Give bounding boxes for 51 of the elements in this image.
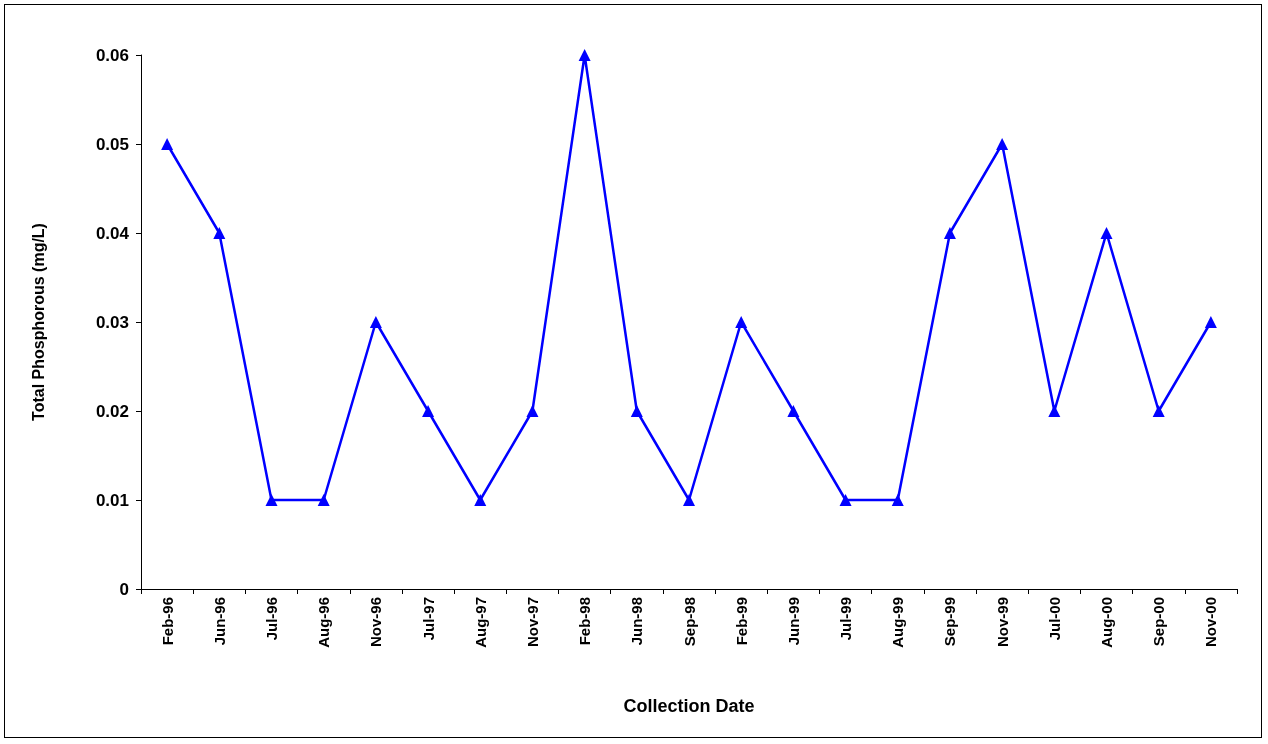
x-tick-label: Nov-97	[523, 597, 541, 648]
point	[891, 494, 904, 506]
point	[526, 405, 539, 417]
point	[1152, 405, 1165, 417]
point	[578, 49, 591, 61]
point	[943, 227, 956, 239]
point	[369, 316, 382, 328]
x-tick-label: Nov-99	[993, 597, 1011, 648]
point	[996, 138, 1009, 150]
x-tick-label: Sep-00	[1150, 597, 1168, 647]
y-tick-label: 0.04	[95, 223, 130, 243]
x-tick-label: Aug-00	[1098, 597, 1116, 648]
point	[683, 494, 695, 506]
x-tick-label: Aug-96	[315, 597, 333, 648]
point	[839, 494, 852, 506]
x-tick-label: Feb-98	[576, 597, 594, 646]
point	[787, 405, 800, 417]
x-tick-label: Feb-96	[158, 597, 176, 646]
x-tick-label: Jun-98	[628, 597, 646, 646]
y-tick-label: 0.03	[95, 312, 129, 332]
y-tick-label: 0	[119, 579, 129, 599]
x-tick-label: Jun-99	[784, 597, 802, 646]
x-tick-label: Feb-99	[732, 597, 750, 646]
x-axis-title: Collection Date	[623, 696, 755, 716]
point	[161, 138, 174, 150]
x-tick-label: Jul-99	[837, 597, 855, 641]
x-tick-label: Sep-98	[680, 597, 698, 647]
x-tick-label: Jul-00	[1045, 597, 1063, 641]
point	[213, 227, 226, 239]
point	[422, 405, 435, 417]
x-tick-label: Aug-99	[889, 597, 907, 648]
y-tick-label: 0.02	[95, 401, 129, 421]
y-tick-label: 0.05	[95, 134, 129, 154]
point	[1048, 405, 1061, 417]
point	[1100, 227, 1113, 239]
x-tick-label: Sep-99	[941, 597, 959, 647]
point	[630, 405, 643, 417]
point	[1204, 316, 1217, 328]
point	[735, 316, 748, 328]
point	[265, 494, 278, 506]
y-tick-label: 0.01	[95, 490, 129, 510]
x-tick-label: Nov-96	[367, 597, 385, 648]
y-axis-title: Total Phosphorous (mg/L)	[29, 223, 47, 421]
x-tick-label: Jul-96	[262, 597, 280, 641]
x-tick-label: Aug-97	[471, 597, 489, 648]
x-tick-label: Jul-97	[419, 597, 437, 641]
x-tick-label: Nov-00	[1202, 597, 1220, 648]
x-tick-label: Jun-96	[210, 597, 228, 646]
point	[474, 494, 487, 506]
point	[317, 494, 330, 506]
y-tick-label: 0.06	[95, 45, 129, 65]
